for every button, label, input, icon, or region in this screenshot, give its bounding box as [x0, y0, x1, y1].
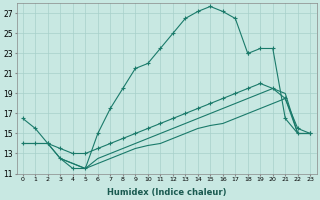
- X-axis label: Humidex (Indice chaleur): Humidex (Indice chaleur): [107, 188, 226, 197]
